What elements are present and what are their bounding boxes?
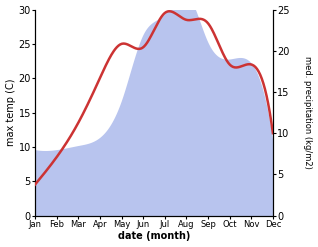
X-axis label: date (month): date (month) xyxy=(118,231,190,242)
Y-axis label: max temp (C): max temp (C) xyxy=(5,79,16,146)
Y-axis label: med. precipitation (kg/m2): med. precipitation (kg/m2) xyxy=(303,56,313,169)
